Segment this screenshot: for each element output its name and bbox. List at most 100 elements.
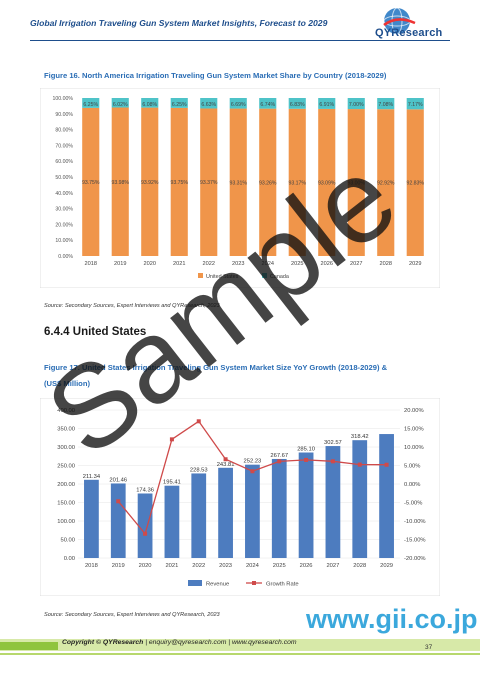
data-label: 93.75% [82,180,100,186]
data-label: 6.63% [201,102,216,108]
growth-rate-point [304,457,309,462]
x-tick-label: 2024 [246,563,260,569]
figure17-caption-line1: Figure 17. United States Irrigation Trav… [44,363,388,372]
bar-united-states [111,107,129,256]
data-label: 93.00% [347,181,365,187]
x-tick-label: 2028 [353,563,366,569]
revenue-bar [271,458,287,558]
bar-united-states [229,108,247,257]
bar-united-states [259,108,277,256]
x-tick-label: 2026 [300,563,313,569]
gii-watermark: www.gii.co.jp [306,604,478,634]
growth-rate-point [330,459,335,464]
legend-swatch-revenue [188,580,202,586]
bar-united-states [200,108,218,256]
globe-icon [383,7,416,35]
data-label: 93.26% [259,180,277,186]
revenue-data-label: 252.23 [244,459,262,465]
x-tick-label: 2023 [232,261,244,267]
y-left-tick-label: 50.00 [60,538,75,544]
page-header: Global Irrigation Traveling Gun System M… [0,0,480,48]
y-left-tick-label: 150.00 [57,501,75,507]
footer-contact: Copyright © QYResearch | enquiry@qyresea… [62,639,297,646]
data-label: 6.83% [290,102,305,108]
x-tick-label: 2024 [262,261,274,267]
bar-united-states [377,109,395,256]
figure17-caption-line2: (US$ Million) [44,379,90,388]
y-left-tick-label: 400.00 [57,408,75,414]
revenue-bar [245,464,260,558]
x-tick-label: 2021 [165,563,178,569]
y-tick-label: 40.00% [55,191,73,197]
data-label: 6.25% [172,102,187,108]
y-right-tick-label: -15.00% [404,538,426,544]
legend-label: Canada [270,274,289,280]
revenue-bar [298,452,314,558]
figure16-source: Source: Secondary Sources, Expert Interv… [44,303,220,309]
figure17-source: Source: Secondary Sources, Expert Interv… [44,612,220,618]
x-tick-label: 2023 [219,563,232,569]
header-divider [30,40,450,41]
data-label: 6.74% [260,102,275,108]
y-tick-label: 70.00% [55,143,73,149]
market-size-chart: 0.00 50.00 100.00 150.00 200.00 250.00 300.00 3… [40,398,440,596]
x-tick-label: 2027 [350,261,362,267]
data-label: 6.02% [113,102,128,108]
bar-canada [111,98,129,108]
legend-swatch [262,273,267,278]
bar-united-states [406,109,424,256]
bar-canada [318,98,336,109]
data-label: 6.91% [319,102,334,108]
bar-canada [82,98,100,108]
growth-rate-point [143,531,148,536]
revenue-bar [218,467,233,558]
revenue-bar [84,479,99,558]
x-tick-label: 2018 [85,563,98,569]
revenue-data-label: 243.81 [217,462,235,468]
page-number: 37 [425,644,433,651]
y-tick-label: 20.00% [55,222,73,228]
revenue-data-label: 195.41 [163,480,181,486]
section-heading: 6.4.4 United States [44,326,147,338]
data-label: 93.09% [318,180,336,186]
x-tick-label: 2025 [291,261,303,267]
y-tick-label: 90.00% [55,112,73,118]
revenue-data-label: 211.34 [83,474,101,480]
y-tick-label: 0.00% [58,254,73,260]
revenue-bar [379,434,394,558]
revenue-data-label: 285.10 [297,447,315,453]
revenue-bar [352,440,368,558]
data-label: 7.08% [378,102,393,108]
x-tick-label: 2020 [144,261,156,267]
page-footer: Copyright © QYResearch | enquiry@qyresea… [0,632,480,679]
y-right-tick-label: 10.00% [404,445,424,451]
revenue-bar [110,483,126,558]
growth-rate-point [357,462,362,467]
revenue-bar [137,493,153,558]
y-right-tick-label: 5.00% [404,464,420,470]
y-tick-label: 10.00% [55,238,73,244]
x-tick-label: 2028 [380,261,392,267]
y-right-tick-label: 15.00% [404,427,424,433]
market-share-chart: 0.00% 10.00% 20.00% 30.00% 40.00% 50.00% 60.00… [40,88,440,288]
y-tick-label: 100.00% [53,96,74,102]
figure16-caption: Figure 16. North America Irrigation Trav… [44,71,387,80]
y-left-tick-label: 350.00 [57,427,75,433]
data-label: 93.98% [111,180,129,186]
legend-label: United States [206,274,239,280]
growth-rate-point [116,499,121,504]
revenue-data-label: 228.53 [190,467,208,473]
x-tick-label: 2029 [409,261,421,267]
bar-canada [259,98,277,109]
legend-label: Revenue [206,582,229,588]
x-tick-label: 2019 [112,563,125,569]
y-left-tick-label: 200.00 [57,482,75,488]
legend-swatch [198,273,203,278]
revenue-data-label: 318.42 [351,434,369,440]
x-tick-label: 2029 [380,563,393,569]
revenue-bar [191,473,207,558]
bar-united-states [288,108,306,256]
report-title: Global Irrigation Traveling Gun System M… [30,18,328,28]
data-label: 93.37% [200,180,218,186]
footer-contact-info: | enquiry@qyresearch.com | www.qyresearc… [143,639,297,646]
